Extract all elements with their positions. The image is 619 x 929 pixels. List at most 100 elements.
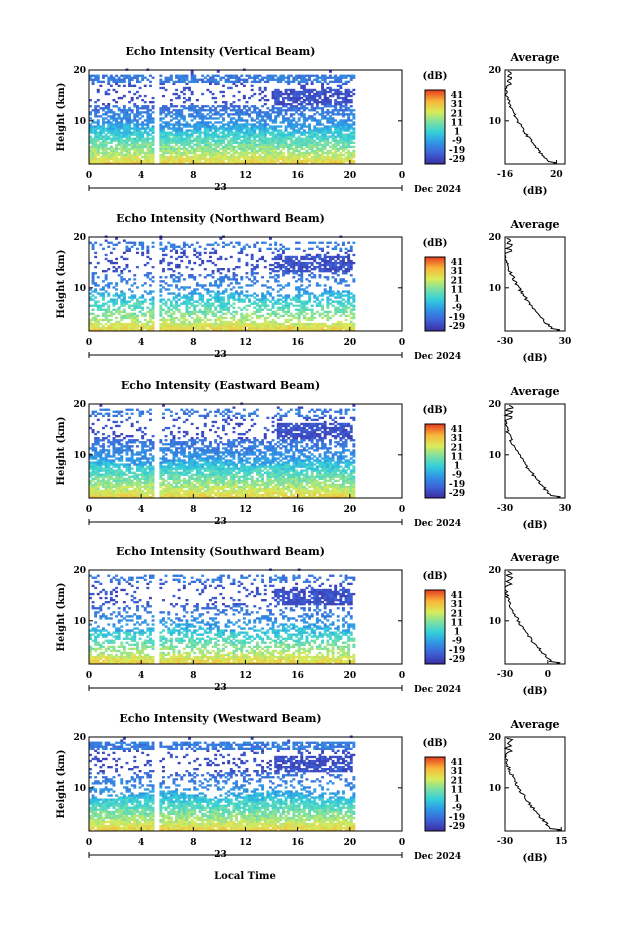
heatmap-cell <box>185 151 189 155</box>
heatmap-cell <box>130 137 134 140</box>
heatmap-cell <box>248 284 252 287</box>
heatmap-cell <box>172 322 176 326</box>
heatmap-cell <box>248 133 252 136</box>
heatmap-cell <box>201 298 205 301</box>
heatmap-cell <box>297 266 301 269</box>
heatmap-cell <box>305 263 309 267</box>
heatmap-cell <box>169 308 173 311</box>
heatmap-cell <box>310 326 314 330</box>
heatmap-cell <box>347 74 351 77</box>
heatmap-cell <box>253 105 257 108</box>
heatmap-cell <box>258 125 262 128</box>
heatmap-cell <box>344 247 348 251</box>
heatmap-cell <box>310 314 314 318</box>
heatmap-cell <box>224 276 228 279</box>
heatmap-cell <box>276 153 280 157</box>
heatmap-cell <box>308 308 312 311</box>
heatmap-cell <box>203 310 207 314</box>
heatmap-cell <box>253 326 257 330</box>
heatmap-cell <box>203 137 207 140</box>
heatmap-cell <box>91 493 95 497</box>
heatmap-cell <box>193 326 197 330</box>
heatmap-cell <box>323 74 327 77</box>
heatmap-cell <box>240 123 244 126</box>
heatmap-cell <box>190 322 194 326</box>
heatmap-cell <box>227 147 231 151</box>
heatmap-cell <box>141 296 145 299</box>
heatmap-cell <box>216 143 220 147</box>
heatmap-cell <box>138 153 142 157</box>
heatmap-cell <box>279 162 283 165</box>
heatmap-cell <box>334 105 338 108</box>
heatmap-cell <box>180 137 184 140</box>
heatmap-cell <box>258 306 262 309</box>
heatmap-cell <box>112 119 116 122</box>
heatmap-cell <box>339 76 343 79</box>
heatmap-cell <box>261 119 265 122</box>
heatmap-cell <box>321 147 325 151</box>
heatmap-cell <box>102 103 105 106</box>
heatmap-cell <box>102 302 105 305</box>
heatmap-cell <box>323 310 327 314</box>
heatmap-cell <box>242 111 246 114</box>
heatmap-cell <box>211 324 215 328</box>
heatmap-cell <box>96 137 100 140</box>
heatmap-cell <box>146 113 150 116</box>
heatmap-cell <box>211 329 215 332</box>
heatmap-cell <box>125 241 129 244</box>
heatmap-cell <box>342 324 345 328</box>
heatmap-cell <box>167 145 171 149</box>
heatmap-cell <box>313 259 317 263</box>
heatmap-cell <box>206 153 210 157</box>
heatmap-cell <box>255 316 259 320</box>
heatmap-cell <box>89 151 92 155</box>
heatmap-cell <box>245 125 249 128</box>
heatmap-cell <box>125 117 129 120</box>
heatmap-cell <box>310 129 314 132</box>
heatmap-cell <box>224 304 228 307</box>
heatmap-cell <box>287 80 291 84</box>
heatmap-cell <box>318 137 322 140</box>
heatmap-cell <box>117 127 121 130</box>
heatmap-cell <box>276 92 280 96</box>
heatmap-cell <box>130 284 134 287</box>
heatmap-cell <box>310 137 314 140</box>
heatmap-cell <box>279 141 283 144</box>
heatmap-cell <box>344 94 348 98</box>
heatmap-cell <box>209 137 212 140</box>
heatmap-cell <box>188 115 192 118</box>
heatmap-cell <box>211 133 215 136</box>
heatmap-cell <box>120 117 124 120</box>
heatmap-cell <box>339 78 343 81</box>
heatmap-cell <box>175 280 179 283</box>
heatmap-cell <box>224 103 228 106</box>
avg-x-axis-label: (dB) <box>523 186 548 197</box>
heatmap-cell <box>240 320 244 324</box>
heatmap-cell <box>169 329 173 332</box>
heatmap-cell <box>321 99 325 102</box>
heatmap-cell <box>211 243 215 246</box>
heatmap-cell <box>245 162 249 165</box>
heatmap-cell <box>89 127 92 130</box>
heatmap-cell <box>331 292 335 295</box>
heatmap-cell <box>109 109 113 112</box>
heatmap-cell <box>253 268 257 271</box>
heatmap-cell <box>258 300 262 303</box>
heatmap-cell <box>295 255 299 259</box>
heatmap-cell <box>128 270 132 273</box>
heatmap-cell <box>245 318 249 322</box>
heatmap-cell <box>282 251 285 255</box>
heatmap-cell <box>292 139 296 142</box>
heatmap-cell <box>94 159 98 163</box>
heatmap-cell <box>128 249 132 253</box>
heatmap-cell <box>248 129 252 132</box>
heatmap-cell <box>349 141 353 144</box>
heatmap-cell <box>214 117 218 120</box>
heatmap-cell <box>269 155 272 159</box>
heatmap-cell <box>198 298 202 301</box>
heatmap-cell <box>209 155 212 159</box>
heatmap-cell <box>310 292 314 295</box>
heatmap-cell <box>180 151 184 155</box>
heatmap-cell <box>109 137 113 140</box>
heatmap-cell <box>245 290 249 293</box>
